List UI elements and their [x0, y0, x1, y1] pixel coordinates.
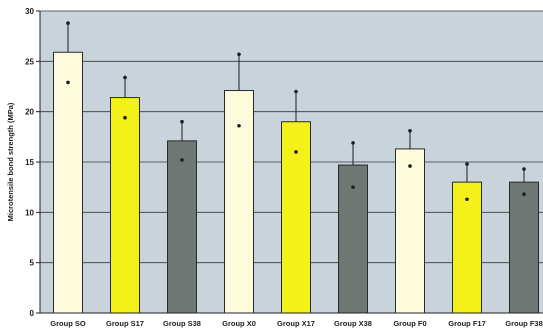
error-bar-lower-dot	[465, 197, 469, 202]
error-bar-lower-dot	[522, 192, 526, 197]
error-bar-upper-dot	[408, 128, 412, 133]
x-tick-label: Group S17	[106, 319, 144, 328]
x-tick-label: Group F0	[393, 319, 426, 328]
x-tick-label: Group SO	[50, 319, 86, 328]
error-bar-lower-dot	[294, 150, 298, 154]
error-bar-lower-dot	[237, 123, 241, 128]
y-tick-label: 5	[30, 259, 35, 268]
y-ticks: 0 5 10 15 20 25 30	[25, 7, 40, 318]
x-tick-labels: Group SO Group S17 Group S38 Group X0 Group …	[50, 319, 542, 328]
bar	[53, 51, 83, 314]
error-bar-lower-dot	[180, 158, 184, 162]
x-tick-label: Group S38	[163, 319, 201, 328]
bar	[110, 97, 140, 314]
error-bar-upper-dot	[237, 52, 241, 57]
bar	[395, 148, 425, 314]
error-bar-upper-dot	[351, 141, 355, 145]
bar	[452, 181, 482, 314]
x-tick-label: Group X38	[334, 319, 372, 328]
x-tick-label: Group F38	[505, 319, 543, 328]
x-tick-label: Group F17	[448, 319, 486, 328]
error-bar-upper-dot	[123, 75, 127, 80]
error-bar-upper-dot	[522, 167, 526, 171]
error-bar-lower-dot	[351, 185, 355, 189]
error-bar-lower-dot	[66, 80, 70, 85]
y-axis-label: Microtensile bond strength (MPa)	[6, 102, 15, 221]
bar	[338, 164, 368, 314]
y-tick-label: 10	[25, 208, 34, 217]
error-bar-upper-dot	[294, 89, 298, 94]
y-tick-label: 15	[25, 158, 34, 167]
x-tick-label: Group X0	[222, 319, 256, 328]
x-tick-label: Group X17	[277, 319, 315, 328]
y-tick-label: 25	[25, 57, 34, 66]
error-bar-upper-dot	[180, 119, 184, 124]
error-bar-lower-dot	[123, 115, 127, 120]
bars	[53, 51, 539, 314]
bar	[509, 181, 539, 314]
error-bars	[66, 21, 526, 202]
bar	[167, 140, 197, 314]
bar	[224, 90, 254, 314]
error-bar-lower-dot	[408, 164, 412, 168]
y-tick-label: 30	[25, 7, 34, 16]
y-tick-label: 20	[25, 108, 34, 117]
error-bar-upper-dot	[66, 21, 70, 25]
y-tick-label: 0	[30, 309, 35, 318]
error-bar-upper-dot	[465, 162, 469, 166]
